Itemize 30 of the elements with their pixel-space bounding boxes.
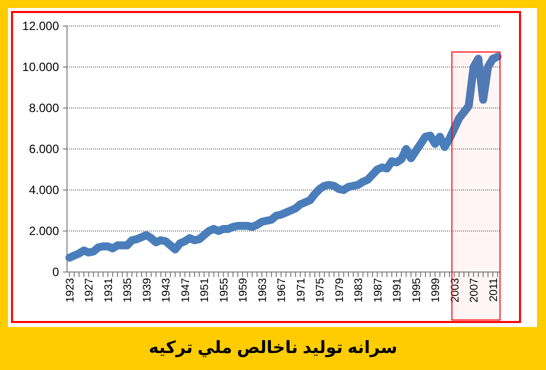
x-tick-label: 1927 xyxy=(84,278,96,302)
x-tick-label: 1987 xyxy=(372,278,384,302)
y-tick-label: 12.000 xyxy=(22,19,60,33)
x-tick-label: 1979 xyxy=(334,278,346,302)
x-tick-label: 1951 xyxy=(199,278,212,302)
x-tick-label: 1923 xyxy=(64,278,76,302)
x-tick-label: 1955 xyxy=(218,278,230,302)
y-tick-label: 0 xyxy=(52,265,60,279)
x-tick-label: 1959 xyxy=(238,278,250,302)
x-tick-label: 1931 xyxy=(102,278,115,302)
x-tick-label: 1971 xyxy=(295,278,308,302)
x-tick-label: 1999 xyxy=(430,278,442,302)
x-tick-label: 1975 xyxy=(314,278,327,302)
x-tick-label: 1995 xyxy=(410,278,423,302)
text: سرانه تولید ناخالص ملي ترکیه xyxy=(148,338,398,358)
y-tick-label: 2.000 xyxy=(28,224,60,238)
x-tick-label: 1963 xyxy=(256,278,269,302)
x-tick-label: 1947 xyxy=(180,278,192,302)
x-tick-label: 1939 xyxy=(141,278,154,302)
x-tick-label: 1935 xyxy=(122,278,134,302)
y-tick-label: 10.000 xyxy=(22,60,60,74)
x-tick-label: 2007 xyxy=(468,278,481,302)
x-tick-label: 1967 xyxy=(276,278,288,302)
y-tick-label: 4.000 xyxy=(28,183,60,197)
y-tick-label: 6.000 xyxy=(28,142,60,156)
x-tick-label: 1943 xyxy=(160,278,173,302)
x-tick-label: 1991 xyxy=(392,278,404,302)
x-tick-label: 1983 xyxy=(353,278,366,302)
y-tick-label: 8.000 xyxy=(28,101,60,115)
x-tick-label: 2011 xyxy=(488,278,500,302)
